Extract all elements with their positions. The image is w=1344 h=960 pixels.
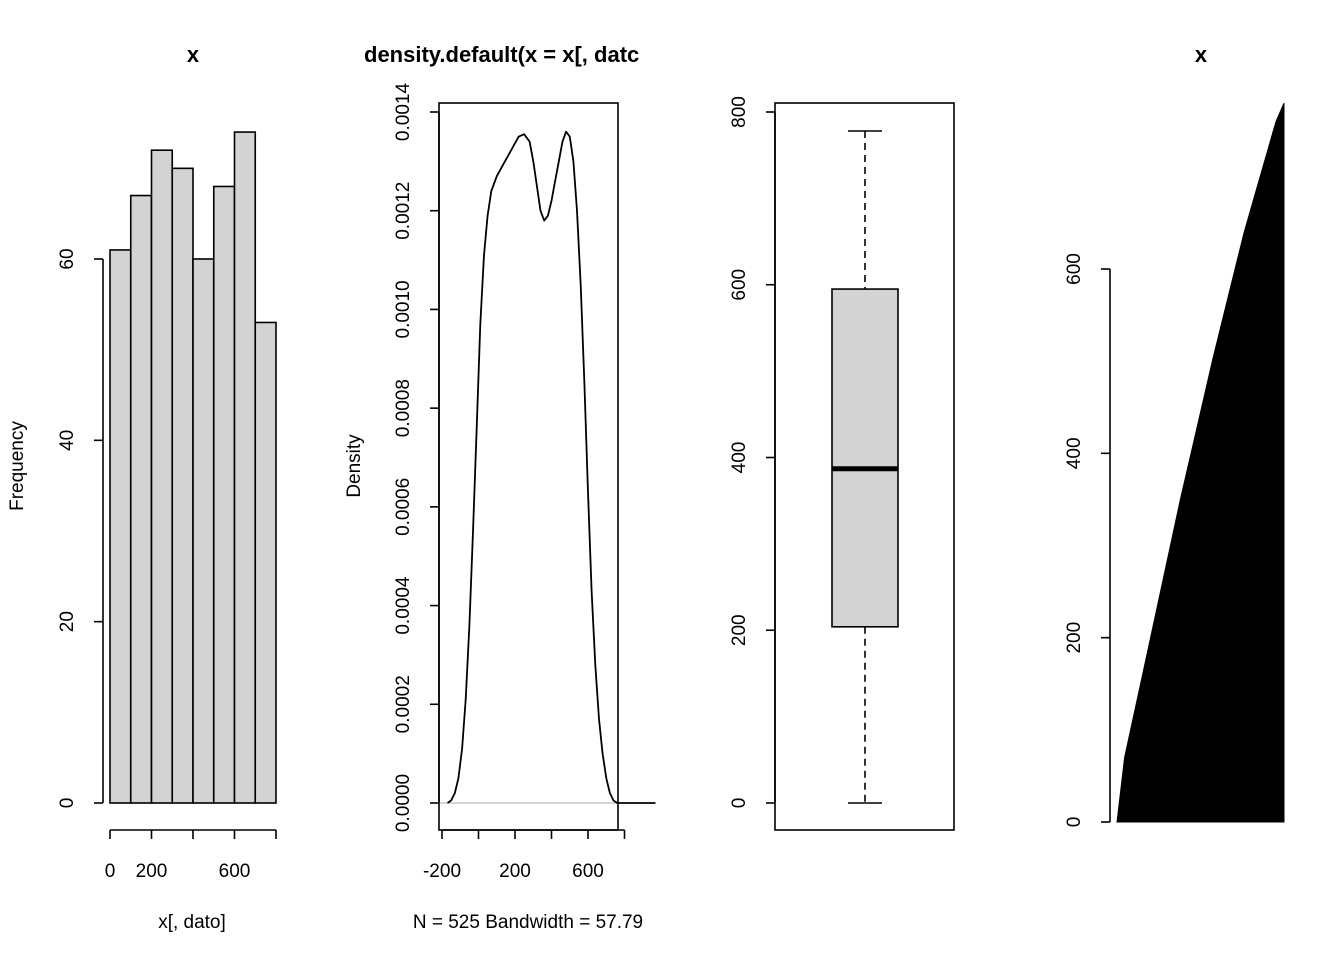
density-plot-frame xyxy=(438,102,619,831)
density-x-label: N = 525 Bandwidth = 57.79 xyxy=(413,912,643,933)
sorted-values-title: x xyxy=(1195,42,1208,67)
histogram-bar xyxy=(254,321,277,804)
boxplot-marks xyxy=(831,130,899,804)
x-tick-label: 0 xyxy=(105,861,116,882)
y-tick-label: 0 xyxy=(1064,817,1085,828)
histogram-y-axis: 0 20 40 60 xyxy=(57,248,104,809)
y-tick-label: 0 xyxy=(57,798,78,809)
y-tick-label: 0 xyxy=(729,798,750,809)
y-tick-label: 400 xyxy=(1064,437,1085,469)
histogram-bar xyxy=(129,194,153,804)
x-tick-label: 200 xyxy=(136,861,168,882)
density-y-label: Density xyxy=(344,434,365,498)
y-tick-label: 800 xyxy=(729,96,750,128)
y-tick-label: 200 xyxy=(1064,622,1085,654)
y-tick-label: 600 xyxy=(729,269,750,301)
boxplot-y-axis: 0 200 400 600 800 xyxy=(729,96,776,809)
y-tick-label: 0.0010 xyxy=(393,280,414,338)
histogram-title: x xyxy=(187,42,200,67)
histogram-x-axis: 0 200 600 xyxy=(105,829,277,882)
histogram-x-label: x[, dato] xyxy=(158,912,226,933)
histogram-y-label: Frequency xyxy=(7,421,28,511)
sorted-values-y-axis: 0 200 400 600 xyxy=(1064,253,1111,828)
x-tick-label: 200 xyxy=(499,861,531,882)
density-y-axis: 0.0000 0.0002 0.0004 0.0006 0.0008 0.0010 0.00… xyxy=(393,83,440,832)
x-tick-label: 600 xyxy=(572,861,604,882)
iqr-box xyxy=(831,288,899,628)
y-tick-label: 0.0006 xyxy=(393,478,414,536)
sorted-values-marks xyxy=(1116,102,1285,823)
density-marks xyxy=(440,130,656,804)
density-x-axis: -200 200 600 xyxy=(423,829,626,882)
y-tick-label: 0.0004 xyxy=(393,576,414,635)
histogram-bar xyxy=(109,249,132,804)
histogram-bar xyxy=(233,131,257,804)
x-tick-label: 600 xyxy=(219,861,251,882)
y-tick-label: 20 xyxy=(57,611,78,632)
histogram-bar xyxy=(212,185,236,804)
boxplot-panel: 0 200 400 600 800 xyxy=(729,96,955,831)
y-tick-label: 200 xyxy=(729,614,750,646)
y-tick-label: 40 xyxy=(57,430,78,451)
y-tick-label: 0.0008 xyxy=(393,379,414,437)
x-tick-label: -200 xyxy=(423,861,461,882)
y-tick-label: 0.0012 xyxy=(393,182,414,240)
density-panel: density.default(x = x[, datc N = 525 Ban… xyxy=(344,42,656,933)
density-curve xyxy=(446,130,656,804)
histogram-bar xyxy=(171,167,194,804)
y-tick-label: 60 xyxy=(57,248,78,269)
y-tick-label: 0.0000 xyxy=(393,774,414,832)
histogram-bar xyxy=(192,258,215,804)
y-tick-label: 600 xyxy=(1064,253,1085,285)
histogram-bar xyxy=(150,149,174,804)
density-title: density.default(x = x[, datc xyxy=(364,42,639,67)
sorted-values-panel: x 0 200 400 600 xyxy=(1064,42,1285,828)
histogram-bars xyxy=(109,131,277,804)
y-tick-label: 400 xyxy=(729,442,750,474)
y-tick-label: 0.0014 xyxy=(393,83,414,142)
sorted-values-fill xyxy=(1116,102,1285,823)
y-tick-label: 0.0002 xyxy=(393,675,414,733)
histogram-panel: x x[, dato] Frequency 0 200 600 0 20 40 60 xyxy=(7,42,277,933)
